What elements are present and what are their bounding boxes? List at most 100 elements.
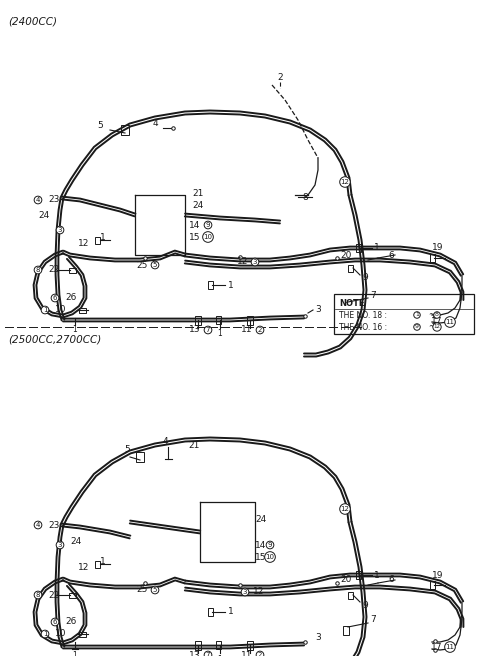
Text: 6: 6 bbox=[53, 619, 57, 625]
Text: 1: 1 bbox=[228, 607, 234, 617]
Text: 3: 3 bbox=[253, 259, 257, 265]
Bar bbox=[343, 300, 349, 310]
Text: 23: 23 bbox=[48, 520, 60, 529]
Text: 3: 3 bbox=[243, 589, 247, 595]
Text: 2: 2 bbox=[258, 327, 262, 333]
Bar bbox=[348, 592, 352, 598]
Text: 1: 1 bbox=[72, 325, 77, 335]
Text: 11: 11 bbox=[445, 644, 455, 650]
Text: 5: 5 bbox=[97, 121, 103, 129]
Text: 8: 8 bbox=[302, 192, 308, 201]
Text: 24: 24 bbox=[38, 211, 49, 220]
Text: 19: 19 bbox=[432, 571, 444, 579]
Text: 13: 13 bbox=[189, 651, 200, 656]
Text: 17: 17 bbox=[431, 642, 442, 651]
Text: 20: 20 bbox=[340, 575, 351, 584]
Text: 12: 12 bbox=[78, 239, 89, 247]
Text: 11: 11 bbox=[445, 319, 455, 325]
Text: 8: 8 bbox=[435, 312, 439, 318]
Text: 4: 4 bbox=[162, 438, 168, 447]
Text: 1: 1 bbox=[415, 312, 419, 318]
Bar bbox=[195, 640, 201, 649]
Text: 6: 6 bbox=[388, 251, 394, 260]
Text: THE NO. 18 :: THE NO. 18 : bbox=[339, 310, 389, 319]
Text: 10: 10 bbox=[55, 306, 67, 314]
Bar bbox=[79, 632, 85, 636]
Text: 9: 9 bbox=[362, 600, 368, 609]
Bar bbox=[195, 316, 201, 325]
Text: 6: 6 bbox=[53, 295, 57, 301]
Text: NOTE: NOTE bbox=[339, 299, 364, 308]
Text: 7: 7 bbox=[370, 615, 376, 625]
Text: 3: 3 bbox=[315, 632, 321, 642]
Text: 7: 7 bbox=[370, 291, 376, 300]
Text: 21: 21 bbox=[192, 188, 204, 197]
Text: 7: 7 bbox=[206, 327, 210, 333]
Text: 23: 23 bbox=[48, 195, 60, 205]
Text: 22: 22 bbox=[48, 590, 59, 600]
Text: 5: 5 bbox=[153, 262, 157, 268]
Text: 4: 4 bbox=[152, 119, 158, 127]
Text: 14: 14 bbox=[189, 220, 200, 230]
Text: 12: 12 bbox=[341, 506, 349, 512]
Text: 2: 2 bbox=[258, 652, 262, 656]
Text: 9: 9 bbox=[268, 542, 272, 548]
Text: (2400CC): (2400CC) bbox=[8, 16, 57, 26]
Bar bbox=[121, 125, 129, 135]
Text: 1: 1 bbox=[374, 571, 380, 579]
Text: (2500CC,2700CC): (2500CC,2700CC) bbox=[8, 335, 101, 345]
Text: 1: 1 bbox=[43, 307, 47, 313]
Bar bbox=[247, 640, 253, 649]
Text: 5: 5 bbox=[124, 445, 130, 455]
Text: 1: 1 bbox=[374, 243, 380, 253]
Text: 24: 24 bbox=[255, 516, 266, 525]
Text: 9: 9 bbox=[415, 325, 419, 329]
Bar bbox=[79, 308, 85, 312]
Bar bbox=[356, 571, 360, 579]
Text: 24: 24 bbox=[70, 537, 81, 546]
Text: 3: 3 bbox=[315, 306, 321, 314]
Text: 12: 12 bbox=[237, 258, 248, 266]
Text: 1: 1 bbox=[217, 329, 222, 337]
Bar bbox=[343, 626, 349, 634]
Text: 6: 6 bbox=[388, 575, 394, 584]
Bar bbox=[69, 268, 75, 272]
Bar bbox=[136, 452, 144, 462]
Text: 7: 7 bbox=[206, 652, 210, 656]
Text: 19: 19 bbox=[432, 243, 444, 253]
Bar bbox=[430, 254, 434, 262]
Text: 21: 21 bbox=[188, 440, 199, 449]
Bar bbox=[247, 316, 253, 325]
Text: 25: 25 bbox=[137, 586, 148, 594]
Bar bbox=[216, 316, 220, 324]
Text: ~: ~ bbox=[428, 323, 434, 331]
Text: 3: 3 bbox=[58, 227, 62, 233]
Text: 25: 25 bbox=[137, 260, 148, 270]
Text: 9: 9 bbox=[362, 274, 368, 283]
Text: 3: 3 bbox=[58, 542, 62, 548]
Text: 10: 10 bbox=[55, 630, 67, 638]
Text: 15: 15 bbox=[255, 552, 266, 562]
Text: 11: 11 bbox=[240, 651, 252, 656]
Text: 4: 4 bbox=[36, 522, 40, 528]
Text: 12: 12 bbox=[433, 325, 441, 329]
Text: 13: 13 bbox=[189, 325, 200, 335]
Text: 22: 22 bbox=[48, 266, 59, 274]
Text: 26: 26 bbox=[65, 293, 76, 302]
Text: 12: 12 bbox=[253, 588, 264, 596]
Text: 1: 1 bbox=[228, 281, 234, 289]
Text: 8: 8 bbox=[36, 592, 40, 598]
Bar bbox=[356, 244, 360, 252]
Bar bbox=[207, 281, 213, 289]
Text: 12: 12 bbox=[341, 179, 349, 185]
Text: 10: 10 bbox=[204, 234, 213, 240]
Bar bbox=[95, 237, 99, 243]
Text: ~: ~ bbox=[428, 310, 434, 319]
Bar bbox=[430, 581, 434, 589]
Text: 2: 2 bbox=[277, 73, 283, 83]
Text: 5: 5 bbox=[153, 587, 157, 593]
Text: 20: 20 bbox=[340, 251, 351, 260]
Text: 1: 1 bbox=[100, 558, 106, 567]
Text: 1: 1 bbox=[43, 631, 47, 637]
Bar bbox=[348, 264, 352, 272]
